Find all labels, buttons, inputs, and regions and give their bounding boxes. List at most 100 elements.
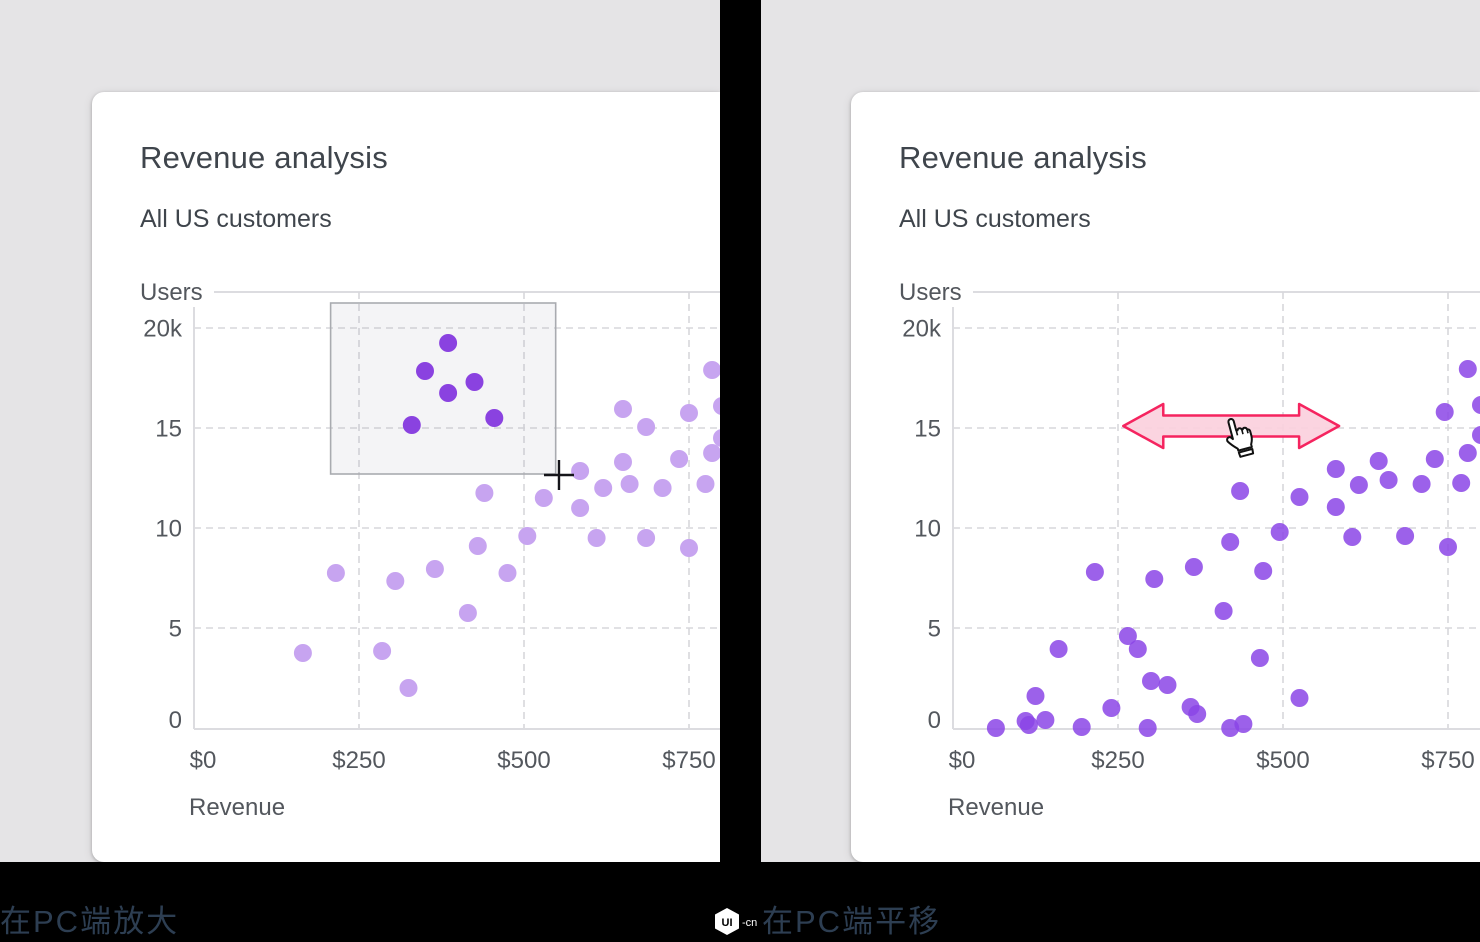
scatter-point[interactable] <box>1036 711 1055 729</box>
scatter-point[interactable] <box>518 527 537 545</box>
scatter-point[interactable] <box>1026 687 1045 705</box>
scatter-point[interactable] <box>1458 444 1477 462</box>
scatter-point[interactable] <box>1214 602 1233 620</box>
scatter-point[interactable] <box>1452 474 1471 492</box>
scatter-point[interactable] <box>637 418 656 436</box>
scatter-point[interactable] <box>498 564 517 582</box>
scatter-point[interactable] <box>1019 716 1038 734</box>
scatter-point[interactable] <box>1326 498 1345 516</box>
scatter-point[interactable] <box>1221 533 1240 551</box>
scatter-point[interactable] <box>1250 649 1269 667</box>
y-tick-label: 0 <box>169 707 182 734</box>
x-tick-label: $500 <box>497 747 550 774</box>
chart-subtitle: All US customers <box>140 205 332 233</box>
caption-zoom: 在PC端放大 <box>0 904 180 939</box>
x-tick-label: $250 <box>332 747 385 774</box>
scatter-point[interactable] <box>326 564 345 582</box>
x-tick-label: $0 <box>949 747 976 774</box>
scatter-point[interactable] <box>1118 627 1137 645</box>
scatter-point[interactable] <box>1349 476 1368 494</box>
scatter-point[interactable] <box>614 400 632 418</box>
scatter-point[interactable] <box>571 462 590 480</box>
scatter-point[interactable] <box>594 479 613 497</box>
scatter-point[interactable] <box>1290 689 1309 707</box>
scatter-point[interactable] <box>620 475 639 493</box>
selected-scatter-point[interactable] <box>439 334 458 352</box>
scatter-point[interactable] <box>653 479 672 497</box>
scatter-point[interactable] <box>1049 640 1068 658</box>
y-tick-label: 20k <box>902 316 942 343</box>
scatter-point[interactable] <box>703 361 720 379</box>
scatter-point[interactable] <box>571 499 590 517</box>
scatter-point[interactable] <box>1412 475 1431 493</box>
scatter-point[interactable] <box>1379 471 1398 489</box>
scatter-point[interactable] <box>1254 562 1273 580</box>
scatter-point[interactable] <box>670 450 689 468</box>
chart-title: Revenue analysis <box>899 140 1147 175</box>
zoom-demo-card: Revenue analysis All US customers 0 5 10 15… <box>92 92 720 862</box>
scatter-point[interactable] <box>534 489 553 507</box>
scatter-point[interactable] <box>373 642 392 660</box>
x-tick-label: $500 <box>1256 747 1309 774</box>
scatter-point[interactable] <box>696 475 715 493</box>
scatter-point[interactable] <box>1142 672 1160 690</box>
scatter-point[interactable] <box>293 644 312 662</box>
selected-scatter-point[interactable] <box>465 373 484 391</box>
scatter-point[interactable] <box>1369 452 1388 470</box>
scatter-point[interactable] <box>713 397 720 415</box>
scatter-point[interactable] <box>1188 705 1207 723</box>
selected-scatter-point[interactable] <box>416 362 434 380</box>
selected-scatter-point[interactable] <box>402 416 421 434</box>
scatter-point[interactable] <box>1472 396 1480 414</box>
scatter-point[interactable] <box>1270 523 1289 541</box>
scatter-point[interactable] <box>399 679 418 697</box>
revenue-scatter-chart-zoom[interactable]: 0 5 10 15 20k $0 $250 $500 $750 Users Revenue <box>92 92 720 860</box>
scatter-point[interactable] <box>1396 527 1415 545</box>
ui-cn-logo: UI -cn <box>715 908 757 935</box>
scatter-point[interactable] <box>458 604 477 622</box>
x-axis-title: Revenue <box>948 794 1044 821</box>
scatter-point[interactable] <box>1145 570 1164 588</box>
scatter-point[interactable] <box>1425 450 1444 468</box>
scatter-point[interactable] <box>1184 558 1203 576</box>
scatter-point[interactable] <box>1435 403 1454 421</box>
scatter-point[interactable] <box>1290 488 1309 506</box>
crosshair-cursor-icon <box>543 460 574 490</box>
scatter-point[interactable] <box>680 539 698 557</box>
scatter-point[interactable] <box>475 484 494 502</box>
scatter-point[interactable] <box>468 537 487 555</box>
scatter-point[interactable] <box>986 719 1005 737</box>
x-tick-label: $750 <box>662 747 715 774</box>
scatter-point[interactable] <box>1158 676 1177 694</box>
scatter-point[interactable] <box>1234 715 1253 733</box>
scatter-point[interactable] <box>637 529 656 547</box>
y-tick-label: 5 <box>928 616 941 643</box>
scatter-point[interactable] <box>1102 699 1121 717</box>
scatter-point[interactable] <box>680 404 698 422</box>
x-tick-label: $750 <box>1421 747 1474 774</box>
y-tick-label: 0 <box>928 707 941 734</box>
scatter-point[interactable] <box>1458 360 1477 378</box>
scatter-point[interactable] <box>1439 538 1457 556</box>
scatter-point[interactable] <box>587 529 606 547</box>
scatter-point[interactable] <box>1231 482 1250 500</box>
revenue-scatter-chart-pan[interactable]: 0 5 10 15 20k $0 $250 $500 $750 Users Revenue <box>851 92 1480 860</box>
hand-knuckle-lines <box>1235 429 1249 436</box>
scatter-point[interactable] <box>1138 719 1157 737</box>
selected-scatter-point[interactable] <box>439 384 458 402</box>
scatter-point[interactable] <box>1128 640 1147 658</box>
scatter-point[interactable] <box>614 453 632 471</box>
scatter-point[interactable] <box>1326 460 1345 478</box>
scatter-point[interactable] <box>703 444 720 462</box>
scatter-point[interactable] <box>1472 426 1480 444</box>
x-tick-label: $0 <box>190 747 217 774</box>
scatter-point[interactable] <box>1343 528 1362 546</box>
selected-scatter-point[interactable] <box>485 409 504 427</box>
hand-palm <box>1226 418 1253 452</box>
scatter-point[interactable] <box>1085 563 1104 581</box>
y-axis-title: Users <box>140 279 203 306</box>
scatter-point[interactable] <box>386 572 405 590</box>
scatter-point[interactable] <box>1072 718 1091 736</box>
scatter-point[interactable] <box>713 429 720 447</box>
scatter-point[interactable] <box>425 560 444 578</box>
